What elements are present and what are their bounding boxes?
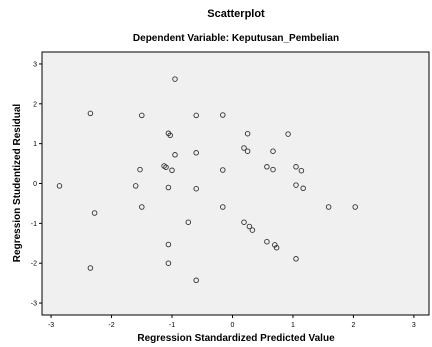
scatter-point [169,167,175,174]
x-tick-label: -3 [48,322,54,329]
scatter-point [244,148,251,154]
x-tick-label: 2 [351,322,355,329]
scatter-point [165,241,172,248]
scatter-point [91,210,98,216]
scatter-point [167,132,173,139]
scatter-point [193,150,199,156]
x-tick-label: 3 [412,322,416,329]
scatter-point [246,223,253,230]
scatter-point [139,112,145,119]
scatter-point [132,183,139,189]
scatter-point [139,204,145,210]
y-axis-label: Regression Studentized Residual [12,104,23,263]
scatter-point [300,185,306,192]
chart-title: Scatterplot [207,8,265,20]
y-tick-label: 0 [33,181,37,188]
scatter-point [293,164,299,170]
scatter-point [185,219,192,225]
scatter-point [137,166,143,173]
scatter-point [87,110,94,117]
y-tick-label: 3 [33,61,37,68]
scatter-point [293,256,299,262]
scatter-points [56,76,358,284]
scatter-point [244,130,251,137]
scatter-point [298,167,305,174]
scatter-point [249,227,256,233]
scatter-point [172,76,178,82]
scatter-point [165,184,172,191]
y-tick-label: -3 [31,301,37,308]
y-tick-label: 1 [33,141,37,148]
scatter-point [352,204,358,210]
scatter-point [220,112,226,118]
x-tick-label: -1 [169,322,175,329]
scatter-point [270,148,276,154]
scatter-point [165,260,172,266]
y-tick-label: -2 [31,261,37,268]
y-tick-label: 2 [33,101,37,108]
scatter-point [172,152,178,158]
scatter-point [193,112,199,119]
scatter-point [293,182,299,188]
scatter-point [270,166,276,173]
scatter-point [56,183,63,189]
x-tick-label: 1 [291,322,295,329]
scatter-point [163,164,169,170]
scatter-point [264,238,270,245]
scatter-point [193,277,199,284]
scatter-point [241,145,247,151]
scatter-point [285,131,291,137]
scatter-point [220,204,226,210]
y-axis: -3 -2 -1 0 1 2 3 [31,61,42,308]
scatter-point [220,167,226,173]
scatter-point [264,164,270,170]
chart-subtitle: Dependent Variable: Keputusan_Pembelian [133,33,339,44]
y-tick-label: -1 [31,221,37,228]
x-axis-label: Regression Standardized Predicted Value [137,333,335,344]
scatter-point [241,219,247,225]
x-tick-label: -2 [108,322,114,329]
x-axis: -3 -2 -1 0 1 2 3 [48,315,416,329]
plot-area [41,51,430,316]
scatter-point [87,265,94,271]
scatter-point [272,242,278,248]
scatter-point [273,244,280,251]
scatter-point [325,204,332,210]
scatter-point [193,185,199,192]
x-tick-label: 0 [231,322,235,329]
